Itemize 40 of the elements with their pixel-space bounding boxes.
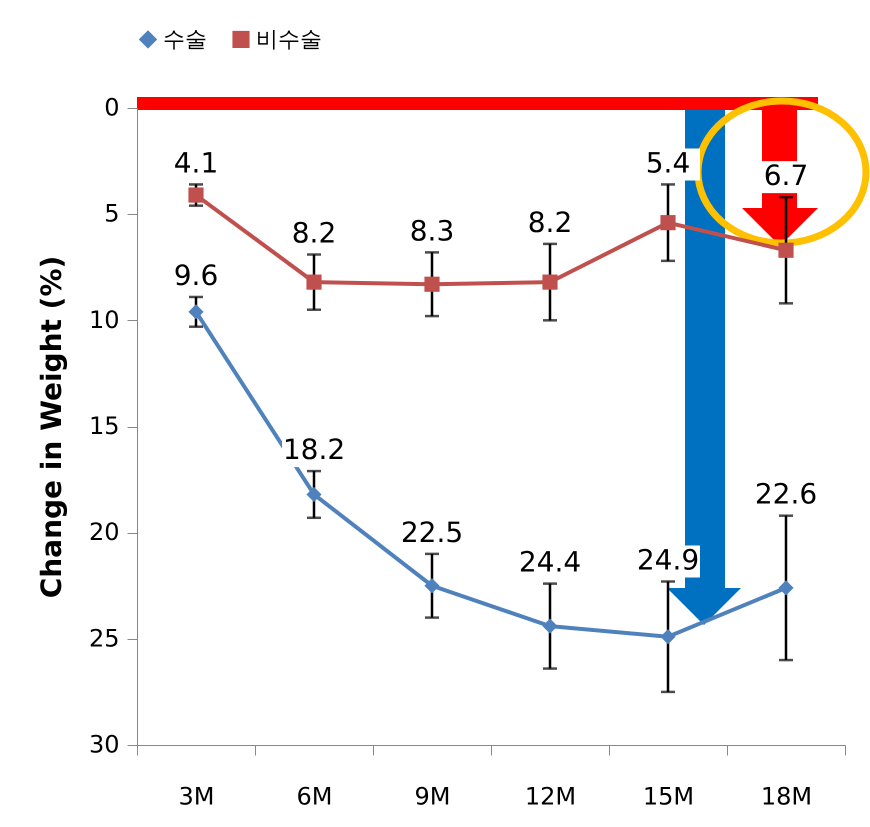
point [542, 274, 558, 290]
data-label: 8.3 [410, 214, 454, 248]
y-tick-label: 10 [88, 306, 120, 334]
x-tick-label: 18M [760, 782, 812, 810]
data-label: 4.1 [174, 146, 218, 180]
y-tick-label: 30 [88, 730, 120, 758]
point [306, 274, 322, 290]
legend-label: 비수술 [256, 27, 322, 52]
y-axis-title: Change in Weight (%) [34, 256, 68, 598]
point [188, 304, 204, 320]
x-tick-label: 15M [642, 782, 694, 810]
data-label: 8.2 [528, 206, 572, 239]
data-label: 24.9 [636, 544, 700, 577]
point [424, 276, 440, 292]
y-tick-label: 0 [104, 94, 120, 122]
data-label: 5.4 [646, 146, 690, 180]
point [660, 629, 676, 644]
y-tick-label: 5 [104, 200, 120, 228]
data-label: 22.5 [400, 516, 464, 549]
data-label: 22.6 [754, 478, 818, 511]
point [778, 242, 794, 258]
y-tick-label: 15 [88, 412, 120, 440]
y-tick-label: 25 [88, 624, 120, 652]
data-label: 6.7 [764, 159, 808, 192]
legend-label: 수술 [163, 27, 207, 52]
point [424, 578, 440, 594]
x-tick-label: 9M [414, 782, 450, 810]
x-tick-label: 12M [524, 782, 576, 810]
point [188, 187, 204, 203]
data-label: 24.4 [518, 546, 582, 579]
point [778, 580, 794, 596]
point [306, 486, 322, 502]
y-tick-label: 20 [88, 518, 120, 546]
point [542, 618, 558, 634]
data-label: 18.2 [282, 433, 346, 466]
point [660, 215, 676, 230]
x-tick-label: 3M [178, 782, 214, 810]
data-label: 9.6 [174, 258, 218, 292]
x-tick-label: 6M [296, 782, 332, 810]
data-label: 8.2 [292, 216, 336, 250]
